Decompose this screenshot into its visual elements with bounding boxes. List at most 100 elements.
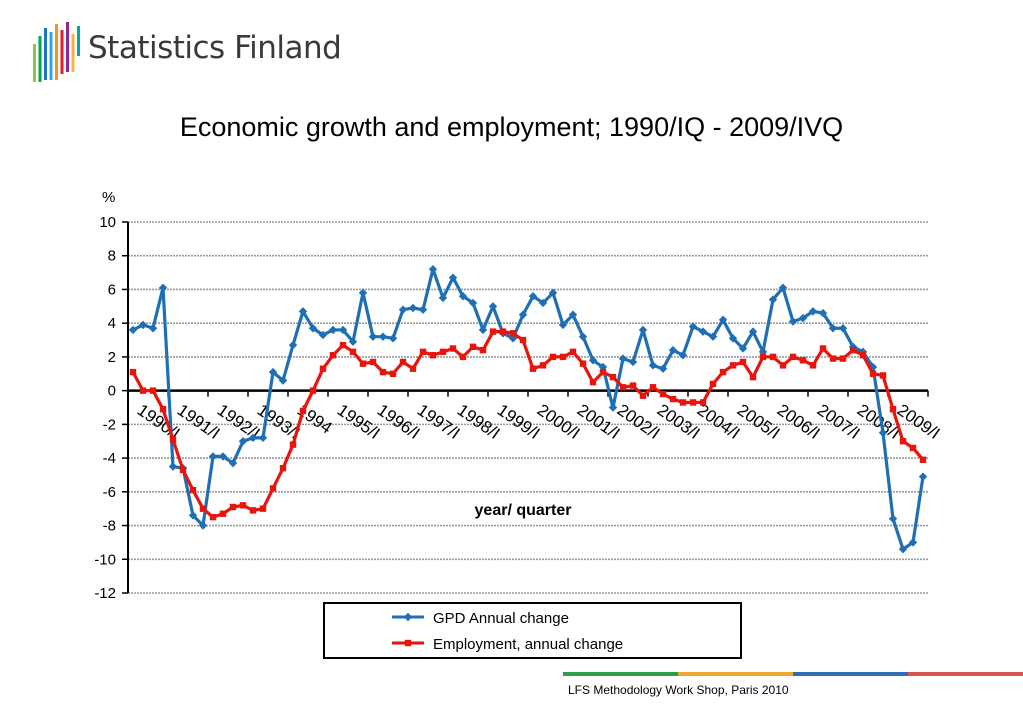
employment-point	[849, 346, 857, 354]
x-tick-label: 2002/I	[614, 400, 664, 443]
employment-point	[289, 441, 297, 448]
employment-point	[739, 358, 747, 366]
x-tick-label: 2004/I	[694, 400, 744, 443]
x-tick-label: 1999/I	[494, 400, 544, 443]
gdp-point	[678, 351, 688, 360]
gdp-point	[348, 337, 358, 346]
gdp-point	[208, 452, 218, 461]
employment-point	[149, 387, 157, 394]
y-tick-label: 8	[108, 248, 116, 265]
gdp-point	[618, 354, 628, 363]
gdp-point	[668, 345, 678, 355]
gdp-point	[368, 332, 378, 341]
employment-point	[279, 465, 287, 472]
employment-point	[369, 358, 377, 366]
gdp-point	[378, 332, 388, 341]
logo-bar	[66, 22, 69, 72]
employment-point	[719, 368, 727, 376]
employment-point	[379, 368, 387, 376]
employment-point	[799, 357, 807, 364]
employment-point	[639, 392, 647, 399]
gdp-point	[238, 437, 248, 446]
employment-point	[169, 436, 177, 443]
logo-bar	[55, 24, 58, 80]
logo-bar	[33, 44, 36, 82]
y-axis-unit-label: %	[102, 189, 115, 206]
employment-point	[139, 387, 147, 394]
y-tick-label: -4	[103, 450, 116, 467]
employment-point	[189, 486, 197, 494]
employment-point	[329, 352, 337, 359]
gdp-point	[258, 433, 268, 443]
legend: GPD Annual change Employment, annual cha…	[323, 602, 742, 659]
employment-point	[729, 362, 737, 369]
employment-point	[869, 370, 877, 377]
gdp-point	[788, 317, 798, 326]
statistics-finland-logo	[33, 22, 80, 82]
employment-point	[349, 348, 357, 356]
y-tick-label: 10	[99, 214, 116, 231]
y-tick-label: -6	[103, 484, 116, 501]
footer-bar-segment	[678, 672, 793, 676]
employment-point	[749, 373, 757, 381]
gdp-point	[768, 295, 778, 304]
x-tick-label: 1998/I	[454, 400, 504, 443]
gdp-point	[528, 292, 538, 301]
employment-point	[479, 346, 487, 354]
employment-point	[669, 395, 677, 403]
employment-point	[879, 372, 887, 379]
employment-point	[679, 399, 687, 406]
gdp-point	[918, 472, 928, 481]
employment-point	[319, 365, 327, 372]
gdp-point	[608, 403, 618, 412]
employment-point	[889, 405, 897, 413]
logo-bar	[71, 34, 75, 72]
employment-point	[559, 353, 567, 361]
employment-point	[899, 438, 907, 445]
gdp-point	[448, 273, 458, 282]
employment-point	[649, 384, 657, 391]
employment-point	[629, 382, 637, 389]
employment-point	[259, 505, 267, 512]
gdp-point	[658, 364, 668, 373]
gdp-point	[278, 376, 288, 385]
page-title: Economic growth and employment; 1990/IQ …	[179, 112, 844, 142]
gdp-point	[408, 303, 418, 313]
legend-box	[323, 602, 742, 659]
gdp-point	[548, 288, 558, 298]
gdp-point	[888, 514, 898, 523]
gdp-point	[878, 428, 888, 437]
gdp-point	[798, 313, 808, 323]
legend-marker-employment	[404, 639, 412, 647]
employment-point	[489, 328, 497, 335]
employment-point	[769, 353, 777, 361]
employment-point	[689, 399, 697, 406]
gdp-point	[518, 310, 528, 319]
gdp-point	[428, 265, 438, 274]
x-tick-label: 2006/I	[774, 400, 824, 443]
gdp-point	[808, 307, 818, 316]
employment-point	[409, 365, 417, 372]
employment-point	[399, 358, 407, 366]
gdp-point	[308, 324, 318, 333]
gdp-point	[728, 334, 738, 343]
employment-point	[589, 379, 597, 386]
x-axis-title: year/ quarter	[475, 502, 572, 519]
employment-point	[699, 399, 707, 406]
employment-point	[179, 466, 187, 474]
y-tick-label: 2	[108, 349, 116, 366]
employment-point	[199, 505, 207, 512]
series-gdp	[128, 265, 928, 554]
employment-point	[389, 370, 397, 377]
x-tick-label: 1991/I	[174, 400, 224, 443]
footer-color-bar	[563, 672, 1023, 676]
gdp-point	[688, 322, 698, 331]
gdp-point	[588, 356, 598, 365]
gdp-point	[438, 293, 448, 303]
x-tick-label: 2003/I	[654, 400, 704, 443]
employment-point	[239, 502, 247, 509]
legend-marker-gdp	[403, 612, 413, 622]
footer-bar-segment	[908, 672, 1023, 676]
employment-point	[859, 352, 867, 359]
gdp-point	[138, 320, 148, 330]
